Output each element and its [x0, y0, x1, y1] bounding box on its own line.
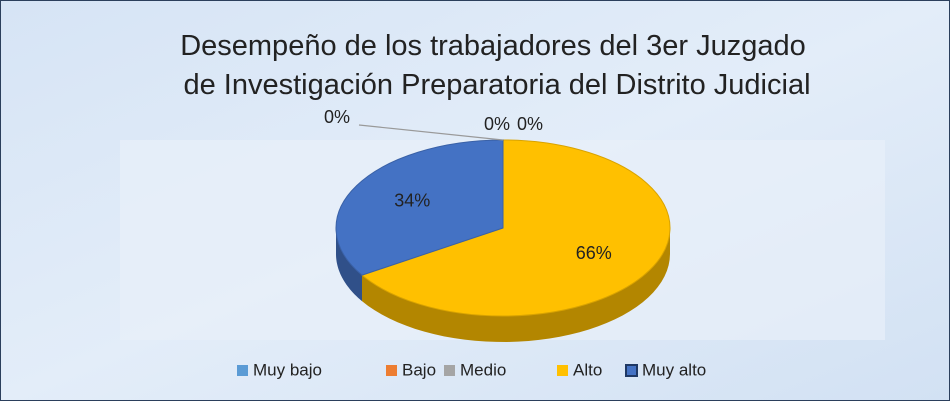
legend-label: Medio [460, 360, 506, 379]
legend-label: Muy bajo [253, 360, 322, 379]
data-label: 0% [324, 107, 350, 127]
data-label: 0% [517, 114, 543, 134]
legend-swatch [444, 365, 455, 376]
pie-slice [335, 139, 504, 276]
pie-side [336, 228, 362, 302]
legend-swatch [386, 365, 397, 376]
legend-swatch [557, 365, 568, 376]
data-label: 34% [394, 190, 430, 210]
legend-swatch [625, 364, 638, 377]
legend-label: Alto [573, 360, 602, 379]
leader-line [358, 124, 504, 141]
legend-swatch [237, 365, 248, 376]
pie-side [361, 228, 670, 342]
legend-label: Bajo [402, 360, 436, 379]
chart-title: Desempeño de los trabajadores del 3er Ju… [180, 30, 814, 101]
pie-slice [360, 139, 671, 317]
data-label: 0% [484, 114, 510, 134]
legend-label: Muy alto [642, 360, 706, 379]
data-label: 66% [576, 243, 612, 263]
title-line: de Investigación Preparatoria del Distri… [183, 69, 810, 101]
title-line: Desempeño de los trabajadores del 3er Ju… [180, 30, 806, 62]
